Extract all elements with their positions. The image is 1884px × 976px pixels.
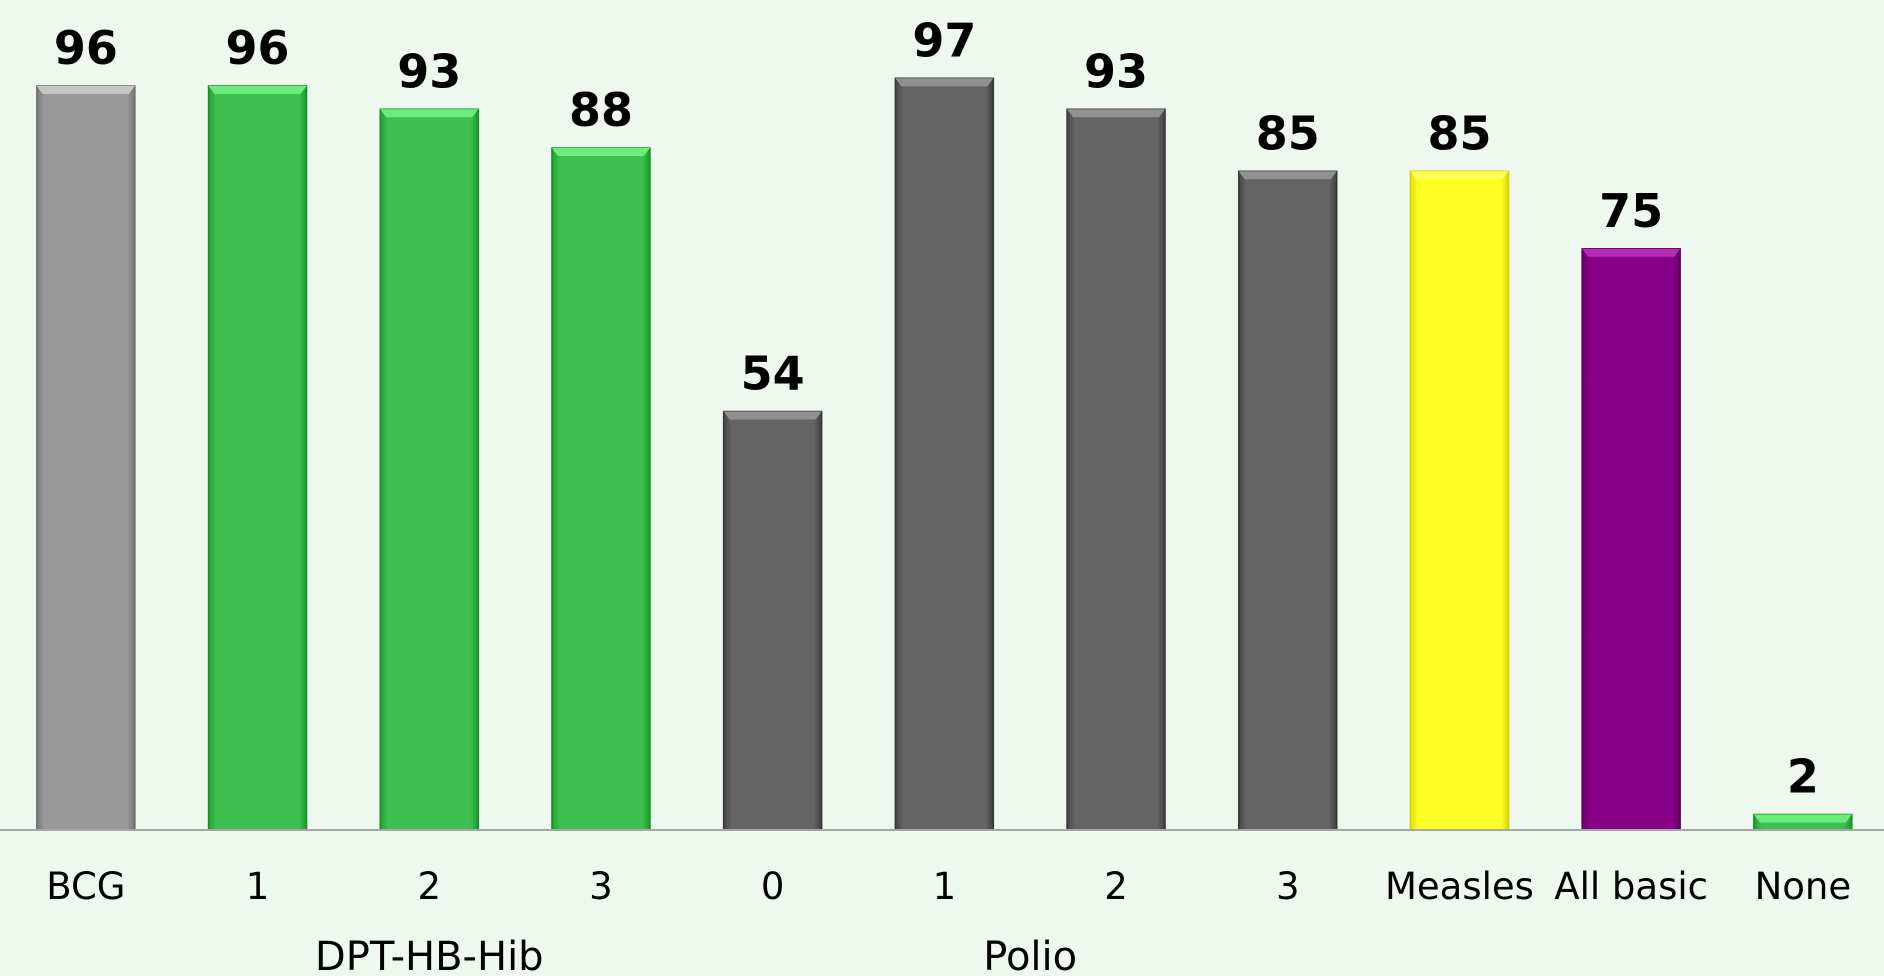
bar-bevel bbox=[380, 109, 479, 118]
bar-rect bbox=[379, 108, 479, 831]
bar-3-3 bbox=[551, 147, 651, 831]
bar-bevel bbox=[1582, 248, 1681, 257]
bar-bevel bbox=[208, 86, 307, 94]
bar-rect bbox=[207, 85, 308, 831]
bar-5-1 bbox=[894, 77, 995, 831]
tick-label: 2 bbox=[1104, 865, 1128, 908]
data-label: 88 bbox=[569, 83, 633, 137]
bar-8-measles bbox=[1409, 170, 1510, 831]
bar-1-1 bbox=[207, 85, 308, 831]
bar-bevel bbox=[1410, 171, 1509, 180]
data-label: 93 bbox=[397, 44, 461, 98]
bar-rect bbox=[551, 147, 651, 831]
bar-9-all-basic bbox=[1581, 248, 1681, 831]
bar-7-3 bbox=[1238, 170, 1338, 831]
bar-2-2 bbox=[379, 108, 479, 831]
group-label-polio: Polio bbox=[983, 934, 1077, 976]
group-label-dpt-hb-hib: DPT-HB-Hib bbox=[315, 934, 544, 976]
tick-label: 3 bbox=[1276, 865, 1300, 908]
bar-4-0 bbox=[722, 410, 823, 831]
data-label: 97 bbox=[912, 13, 976, 67]
bar-bevel bbox=[36, 86, 135, 94]
bar-6-2 bbox=[1066, 108, 1166, 831]
bar-rect bbox=[1066, 108, 1166, 831]
bar-bevel bbox=[1753, 814, 1852, 823]
tick-label: None bbox=[1755, 865, 1852, 908]
tick-label: 2 bbox=[417, 865, 441, 908]
bar-bevel bbox=[1238, 171, 1337, 180]
tick-label: All basic bbox=[1554, 865, 1708, 908]
data-label: 2 bbox=[1787, 750, 1819, 804]
data-label: 85 bbox=[1256, 106, 1320, 160]
bar-10-none bbox=[1753, 813, 1853, 831]
tick-label: 3 bbox=[589, 865, 613, 908]
tick-label: 1 bbox=[246, 865, 270, 908]
data-label: 93 bbox=[1084, 44, 1148, 98]
data-label: 96 bbox=[54, 21, 118, 75]
bars-layer bbox=[36, 77, 1853, 831]
labels-layer: 96 BCG 96 1 93 2 88 3 54 0 97 1 93 2 85 3 85 Measles 75 All… bbox=[46, 13, 1851, 976]
bar-0-bcg bbox=[36, 85, 136, 831]
bar-rect bbox=[894, 77, 995, 831]
data-label: 75 bbox=[1599, 184, 1663, 238]
tick-label: 1 bbox=[933, 865, 957, 908]
bar-bevel bbox=[895, 78, 994, 87]
tick-label: Measles bbox=[1385, 865, 1534, 908]
tick-label: 0 bbox=[761, 865, 785, 908]
bar-rect bbox=[1581, 248, 1681, 831]
bar-rect bbox=[1238, 170, 1338, 831]
data-label: 96 bbox=[226, 21, 290, 75]
data-label: 54 bbox=[741, 347, 805, 401]
bar-bevel bbox=[551, 148, 650, 156]
data-label: 85 bbox=[1427, 106, 1491, 160]
bar-rect bbox=[1409, 170, 1510, 831]
bar-bevel bbox=[1067, 109, 1166, 118]
tick-label: BCG bbox=[46, 865, 125, 908]
bar-bevel bbox=[723, 411, 822, 420]
bar-rect bbox=[36, 85, 136, 831]
bar-rect bbox=[722, 410, 823, 831]
